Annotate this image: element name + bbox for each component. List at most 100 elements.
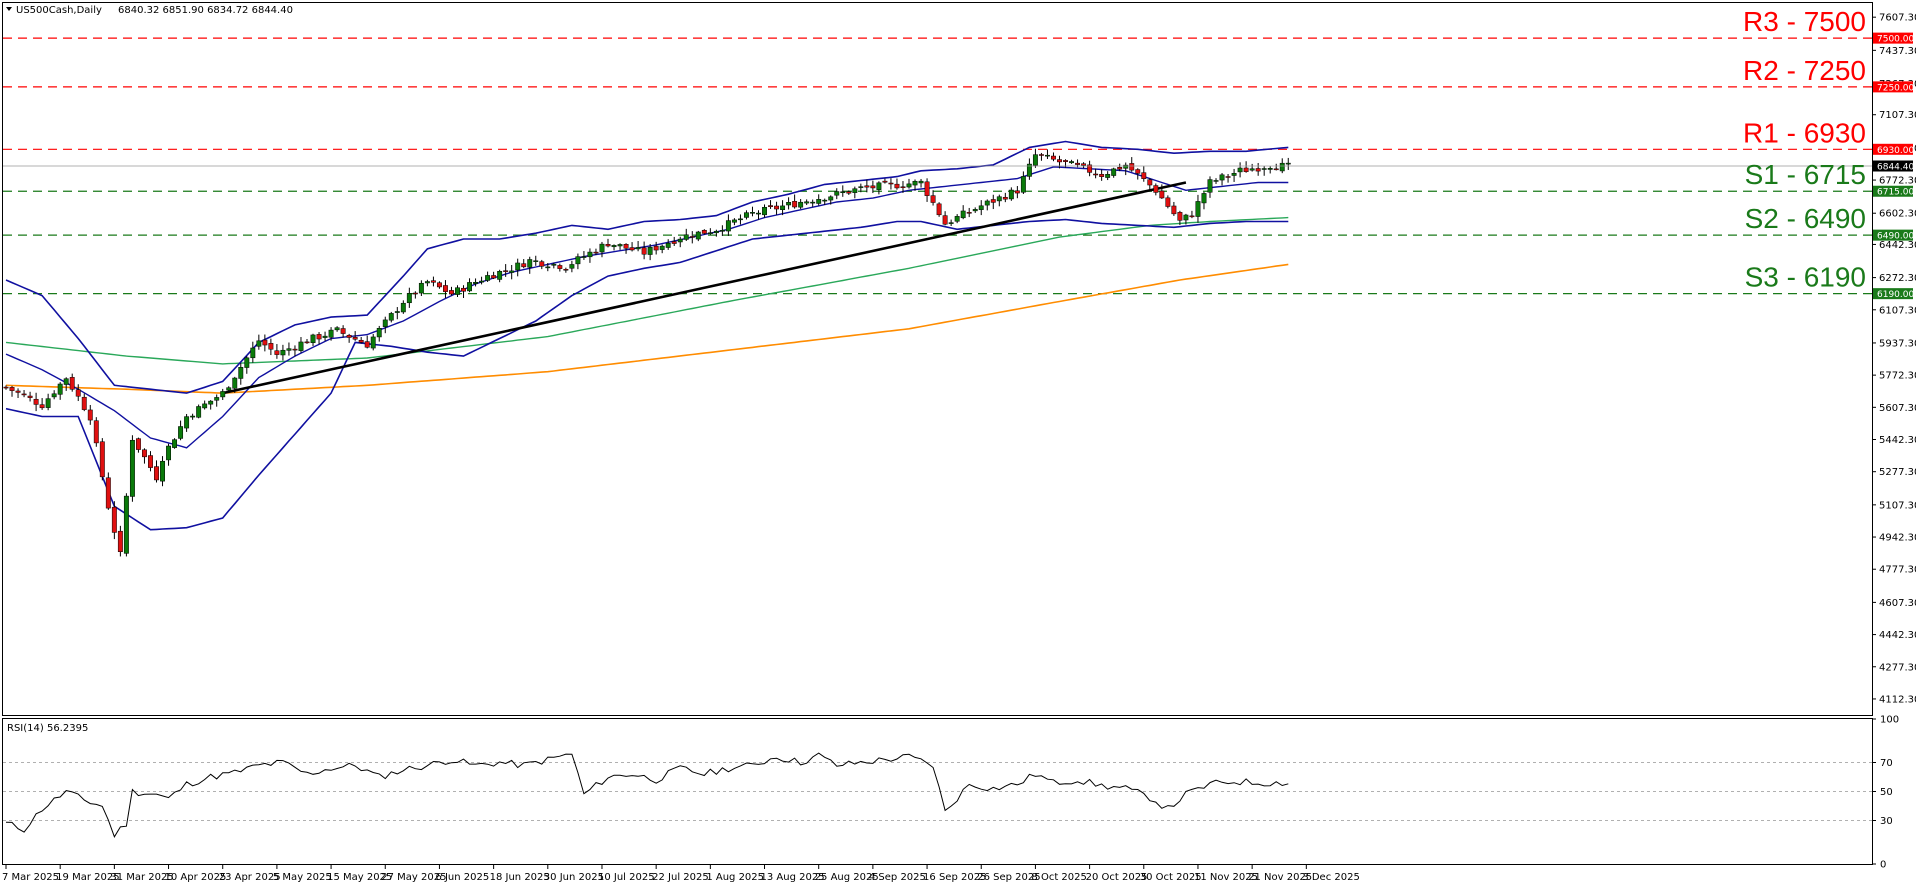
candle-body bbox=[1123, 164, 1129, 169]
candle-body bbox=[647, 246, 653, 255]
date-tick-label: 15 May 2025 bbox=[327, 872, 392, 883]
candle-body bbox=[160, 460, 165, 482]
candle-body bbox=[834, 191, 840, 196]
price-tick-label: 4442.30 bbox=[1879, 630, 1916, 641]
candle-body bbox=[1189, 215, 1195, 218]
price-tick-label: 6602.30 bbox=[1879, 209, 1916, 220]
candle-body bbox=[1141, 172, 1147, 179]
rsi-series bbox=[5, 752, 1289, 838]
bollinger-lower bbox=[5, 218, 1289, 531]
candle-body bbox=[1213, 180, 1219, 182]
rsi-axis: 100 70 50 30 0 bbox=[1872, 715, 1899, 871]
candle-body bbox=[906, 183, 912, 188]
price-tick-label: 4942.30 bbox=[1879, 533, 1916, 544]
level-tag-s3 bbox=[1873, 288, 1913, 300]
level-label-s3: S3 - 6190 bbox=[1745, 262, 1866, 293]
candle-body bbox=[1087, 164, 1093, 173]
candle-body bbox=[894, 183, 900, 189]
candle-body bbox=[473, 281, 479, 284]
candle-body bbox=[358, 339, 364, 343]
candle-body bbox=[900, 186, 906, 188]
candle-body bbox=[816, 199, 822, 204]
candle-body bbox=[418, 282, 424, 294]
candle-body bbox=[744, 212, 749, 218]
candle-body bbox=[527, 259, 533, 268]
candle-body bbox=[334, 327, 340, 331]
date-tick-label: 5 May 2025 bbox=[273, 872, 332, 883]
candle-body bbox=[1032, 154, 1038, 166]
candle-body bbox=[617, 244, 623, 247]
dropdown-triangle-icon[interactable] bbox=[6, 7, 12, 11]
candle-body bbox=[798, 201, 804, 208]
candle-body bbox=[3, 386, 9, 389]
price-tick-label: 7107.30 bbox=[1879, 110, 1916, 121]
candle-body bbox=[996, 196, 1002, 202]
candle-body bbox=[449, 290, 454, 295]
candle-body bbox=[792, 201, 798, 208]
date-tick-label: 3 Dec 2025 bbox=[1302, 872, 1360, 883]
price-tick-label: 7607.30 bbox=[1879, 13, 1916, 24]
candle-body bbox=[298, 341, 304, 351]
candle-body bbox=[581, 256, 587, 258]
candlesticks bbox=[3, 148, 1872, 557]
candle-body bbox=[737, 218, 743, 221]
candle-body bbox=[942, 215, 948, 225]
date-tick-label: 10 Jul 2025 bbox=[598, 872, 655, 883]
candle-body bbox=[725, 220, 731, 232]
candle-body bbox=[400, 302, 406, 313]
candle-body bbox=[1117, 166, 1123, 170]
candle-body bbox=[569, 264, 575, 269]
candle-body bbox=[485, 275, 491, 281]
candle-body bbox=[930, 195, 936, 203]
candle-body bbox=[461, 287, 466, 292]
candle-body bbox=[21, 393, 27, 396]
candle-body bbox=[388, 313, 394, 321]
candle-body bbox=[1135, 169, 1141, 174]
candle-body bbox=[1177, 212, 1183, 221]
candle-body bbox=[575, 256, 581, 265]
candle-body bbox=[557, 265, 563, 269]
candle-body bbox=[352, 337, 358, 340]
date-tick-label: 19 Mar 2025 bbox=[56, 872, 119, 883]
candle-body bbox=[978, 205, 984, 210]
uptrend-line bbox=[222, 181, 1187, 395]
candle-body bbox=[1237, 167, 1243, 173]
candle-body bbox=[154, 466, 159, 481]
candle-body bbox=[635, 247, 641, 250]
date-tick-label: 30 Oct 2025 bbox=[1140, 872, 1202, 883]
candle-body bbox=[864, 185, 870, 188]
candle-body bbox=[123, 495, 129, 554]
candle-body bbox=[1267, 168, 1273, 170]
candle-body bbox=[515, 262, 521, 271]
rsi-line bbox=[5, 752, 1289, 838]
candle-body bbox=[972, 209, 978, 212]
candle-body bbox=[1249, 168, 1255, 171]
candle-body bbox=[1261, 168, 1267, 170]
candle-body bbox=[1285, 162, 1291, 165]
date-tick-label: 18 Jun 2025 bbox=[490, 872, 550, 883]
candle-body bbox=[81, 396, 87, 410]
candle-body bbox=[762, 206, 767, 216]
candle-body bbox=[9, 387, 15, 391]
level-tag-s1 bbox=[1873, 185, 1913, 197]
bollinger-middle bbox=[5, 166, 1289, 449]
candle-body bbox=[611, 245, 617, 248]
candle-body bbox=[858, 186, 864, 188]
price-tick-label: 4112.30 bbox=[1879, 694, 1916, 705]
level-tag-r3 bbox=[1873, 32, 1913, 44]
candle-body bbox=[87, 409, 93, 421]
candle-body bbox=[256, 340, 262, 347]
candle-body bbox=[1081, 163, 1087, 166]
date-tick-label: 6 Jun 2025 bbox=[435, 872, 489, 883]
candle-body bbox=[689, 236, 695, 238]
candle-body bbox=[1008, 189, 1014, 200]
candle-body bbox=[852, 188, 858, 193]
candle-body bbox=[15, 390, 21, 393]
candle-body bbox=[292, 348, 298, 351]
candle-body bbox=[593, 251, 599, 254]
price-tick-label: 5107.30 bbox=[1879, 500, 1916, 511]
candle-body bbox=[250, 347, 256, 359]
date-tick-label: 27 May 2025 bbox=[381, 872, 446, 883]
candle-body bbox=[304, 341, 310, 344]
